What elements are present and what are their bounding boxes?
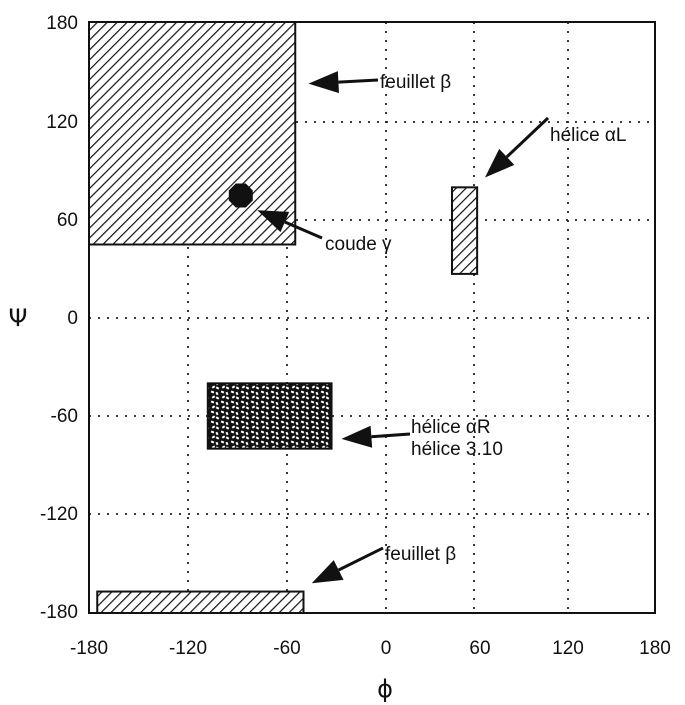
y-tick-label: 60 [57, 210, 78, 231]
region-feuillet-beta-bottom [96, 590, 305, 614]
x-tick-label: 0 [381, 638, 392, 659]
x-tick-label: 120 [552, 638, 584, 659]
plot-frame [88, 21, 656, 614]
label-feuillet-beta-top: feuillet β [380, 72, 451, 93]
x-tick-label: -60 [273, 638, 300, 659]
label-helice-alpha-l: hélice αL [550, 125, 626, 146]
x-tick-label: 60 [469, 638, 490, 659]
arrow-feuillet-beta-top [308, 71, 379, 94]
regions [88, 21, 479, 614]
y-tick-label: 0 [67, 308, 78, 329]
y-tick-label: 120 [46, 112, 78, 133]
points [228, 183, 253, 208]
region-helice-alpha-r [206, 382, 333, 450]
point-coude-gamma [228, 183, 253, 208]
label-feuillet-beta-bottom: feuillet β [385, 544, 456, 565]
y-tick-label: -60 [51, 406, 78, 427]
x-tick-label: 180 [639, 638, 671, 659]
y-tick-labels: 180 120 60 0 -60 -120 -180 [40, 13, 78, 623]
arrow-coude-gamma [257, 210, 323, 240]
region-feuillet-beta-top [88, 21, 297, 246]
y-axis-title: Ψ [9, 304, 28, 332]
annotation-arrows [257, 71, 550, 584]
x-tick-label: -180 [70, 638, 108, 659]
region-helice-alpha-l [451, 186, 479, 275]
arrow-helice-alpha-r [341, 425, 411, 448]
x-axis-title: ϕ [377, 675, 393, 703]
x-tick-labels: -180 -120 -60 0 60 120 180 [70, 638, 671, 659]
label-helice-alpha-r: hélice αR [411, 417, 491, 438]
y-tick-label: -180 [40, 602, 78, 623]
y-tick-label: -120 [40, 504, 78, 525]
x-tick-label: -120 [169, 638, 207, 659]
label-coude-gamma: coude γ [325, 234, 392, 255]
arrow-helice-alpha-l [484, 116, 550, 178]
arrow-feuillet-beta-bottom [311, 546, 384, 584]
y-tick-label: 180 [46, 13, 78, 34]
label-helice-3-10: hélice 3.10 [411, 439, 503, 460]
annotation-labels: feuillet β hélice αL coude γ hélice αR h… [325, 72, 626, 565]
